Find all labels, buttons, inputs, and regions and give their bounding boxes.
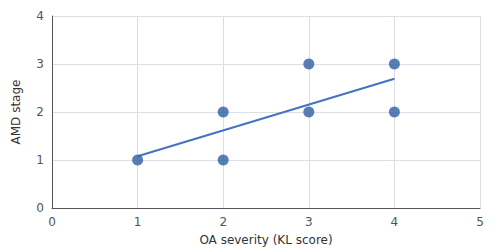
svg-text:2: 2 xyxy=(36,105,44,119)
svg-text:1: 1 xyxy=(134,215,142,229)
svg-text:4: 4 xyxy=(391,215,399,229)
svg-text:2: 2 xyxy=(219,215,227,229)
svg-text:AMD stage: AMD stage xyxy=(9,80,23,145)
svg-text:3: 3 xyxy=(305,215,313,229)
svg-text:4: 4 xyxy=(36,9,44,23)
svg-text:OA severity (KL score): OA severity (KL score) xyxy=(199,233,332,247)
svg-text:5: 5 xyxy=(476,215,484,229)
svg-text:0: 0 xyxy=(36,201,44,215)
svg-text:0: 0 xyxy=(48,215,56,229)
svg-text:3: 3 xyxy=(36,57,44,71)
svg-text:1: 1 xyxy=(36,153,44,167)
